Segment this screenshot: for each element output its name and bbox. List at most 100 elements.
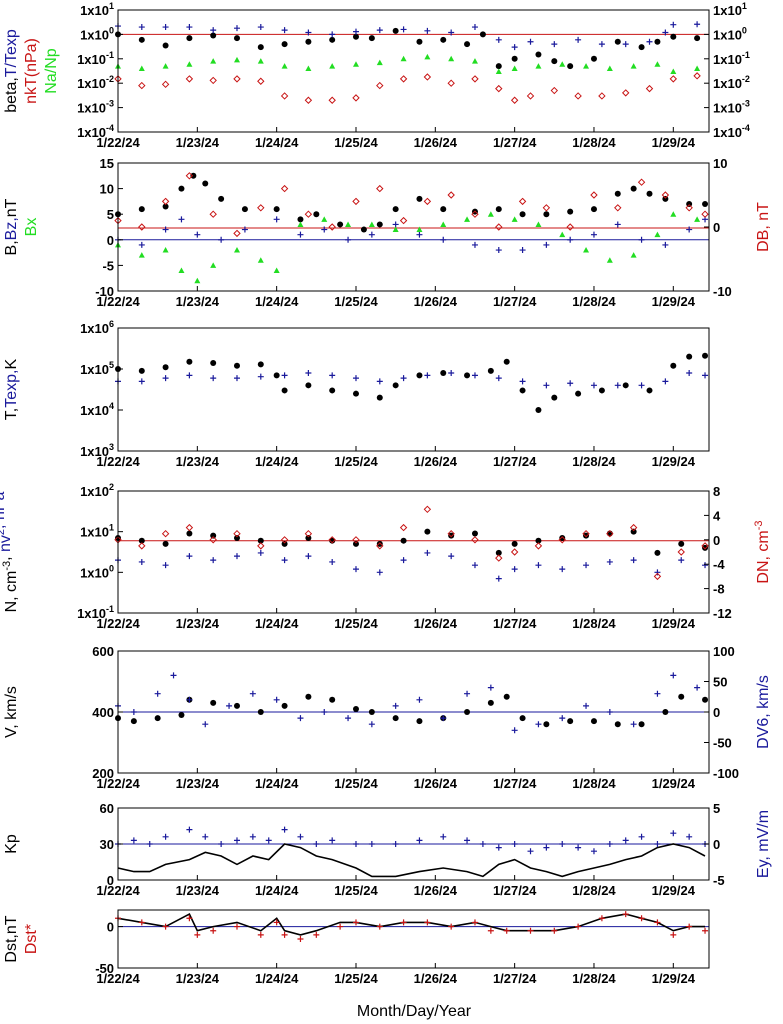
data-point — [368, 231, 375, 238]
data-point — [550, 86, 559, 95]
data-point — [138, 223, 146, 231]
data-point — [281, 702, 288, 709]
data-point — [297, 936, 304, 942]
data-point — [329, 837, 336, 844]
data-point — [534, 542, 543, 550]
data-point — [479, 841, 486, 847]
data-point — [535, 537, 542, 544]
data-point — [281, 372, 288, 379]
panel-dst: 0 -501/22/24 1/23/24 1/24/24 1/25/24 1/26/24 1… — [3, 909, 710, 986]
data-point — [241, 206, 248, 213]
data-point — [368, 221, 375, 227]
x-tick-label: 1/27/24 — [493, 454, 537, 469]
right-tick-label: -8 — [713, 582, 725, 597]
data-point — [257, 537, 264, 544]
data-point — [423, 197, 432, 206]
left-tick-label: 60 — [100, 801, 114, 816]
data-point — [598, 41, 605, 48]
data-point — [511, 540, 518, 547]
data-point — [519, 387, 526, 394]
data-point — [670, 830, 677, 837]
data-point — [654, 841, 661, 847]
data-point — [305, 65, 312, 72]
data-point — [210, 699, 217, 706]
data-point — [678, 557, 685, 564]
data-point — [645, 84, 654, 93]
data-point — [178, 712, 185, 719]
data-point — [400, 375, 407, 382]
data-point — [487, 927, 494, 934]
data-point — [702, 927, 709, 934]
data-point — [464, 690, 471, 697]
x-tick-label: 1/27/24 — [493, 294, 537, 309]
data-point — [606, 529, 614, 538]
data-point — [138, 206, 145, 213]
data-point — [313, 841, 320, 847]
data-point — [249, 690, 256, 697]
x-tick-label: 1/29/24 — [652, 294, 696, 309]
data-point — [527, 848, 534, 855]
data-point — [559, 841, 566, 847]
left-tick-label: 1x10-1 — [77, 50, 114, 67]
data-point — [519, 247, 526, 254]
data-point — [670, 931, 677, 938]
x-tick-label: 1/29/24 — [652, 454, 696, 469]
data-point — [471, 562, 478, 569]
data-point — [257, 931, 264, 938]
left-tick-label: -10 — [95, 284, 114, 299]
data-point — [138, 378, 145, 385]
x-tick-label: 1/28/24 — [572, 883, 616, 898]
data-point — [694, 35, 701, 42]
data-point — [281, 27, 288, 34]
data-point — [233, 229, 241, 238]
data-point — [518, 197, 527, 206]
data-point — [495, 247, 502, 254]
data-point — [352, 28, 359, 35]
data-point — [368, 841, 375, 847]
data-point — [376, 394, 383, 401]
data-point — [130, 837, 137, 844]
data-point — [352, 919, 359, 926]
data-point — [527, 38, 534, 45]
data-point — [210, 262, 217, 268]
data-point — [510, 548, 519, 556]
data-point — [392, 221, 399, 228]
data-point — [352, 94, 360, 102]
x-tick-label: 1/22/24 — [96, 294, 140, 309]
data-point — [464, 216, 471, 222]
left-tick-label: 1x101 — [80, 1, 114, 18]
data-point — [352, 61, 359, 67]
data-point — [487, 367, 494, 374]
data-point — [281, 826, 288, 833]
data-point — [329, 31, 336, 38]
series-3 — [115, 53, 701, 75]
x-tick-label: 1/25/24 — [334, 971, 378, 986]
data-point — [694, 65, 701, 72]
data-point — [392, 715, 399, 722]
data-point — [304, 529, 313, 538]
data-point — [162, 203, 169, 210]
data-point — [424, 27, 431, 34]
data-point — [583, 562, 590, 569]
data-point — [464, 372, 471, 379]
data-point — [233, 534, 240, 541]
data-point — [583, 532, 590, 539]
data-point — [194, 931, 201, 938]
data-point — [702, 544, 709, 551]
data-point — [273, 216, 280, 223]
data-point — [495, 554, 503, 562]
data-point — [352, 841, 359, 847]
plot-frame — [117, 327, 710, 452]
series-1 — [115, 672, 701, 734]
data-point — [701, 542, 709, 550]
data-point — [257, 204, 265, 212]
data-point — [194, 231, 201, 238]
data-point — [511, 216, 518, 222]
data-point — [352, 540, 359, 547]
data-point — [598, 92, 606, 100]
data-point — [162, 42, 169, 49]
data-point — [583, 702, 590, 709]
left-tick-label: 1x10-4 — [77, 123, 114, 140]
data-point — [186, 530, 193, 537]
data-point — [209, 76, 217, 85]
